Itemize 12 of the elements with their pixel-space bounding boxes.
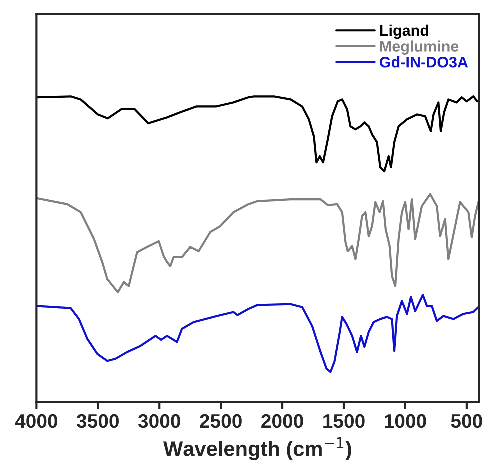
x-tick-label: 3000 bbox=[138, 414, 180, 428]
x-tick-label: 2000 bbox=[262, 414, 304, 428]
x-tick-label: 1000 bbox=[385, 414, 426, 428]
x-tick-label: 2500 bbox=[200, 414, 242, 428]
x-axis-title: Wavelength (cm$^{−1}$) bbox=[163, 438, 352, 461]
x-tick-label: 3500 bbox=[76, 414, 119, 428]
legend-label: Ligand bbox=[380, 24, 428, 40]
legend-label: Meglumine bbox=[380, 40, 459, 56]
legend-label: Gd-IN-DO3A bbox=[380, 56, 468, 68]
x-tick-label: 4000 bbox=[15, 414, 58, 428]
x-tick-label: 1500 bbox=[324, 414, 365, 428]
x-tick-label: 500 bbox=[451, 414, 482, 428]
